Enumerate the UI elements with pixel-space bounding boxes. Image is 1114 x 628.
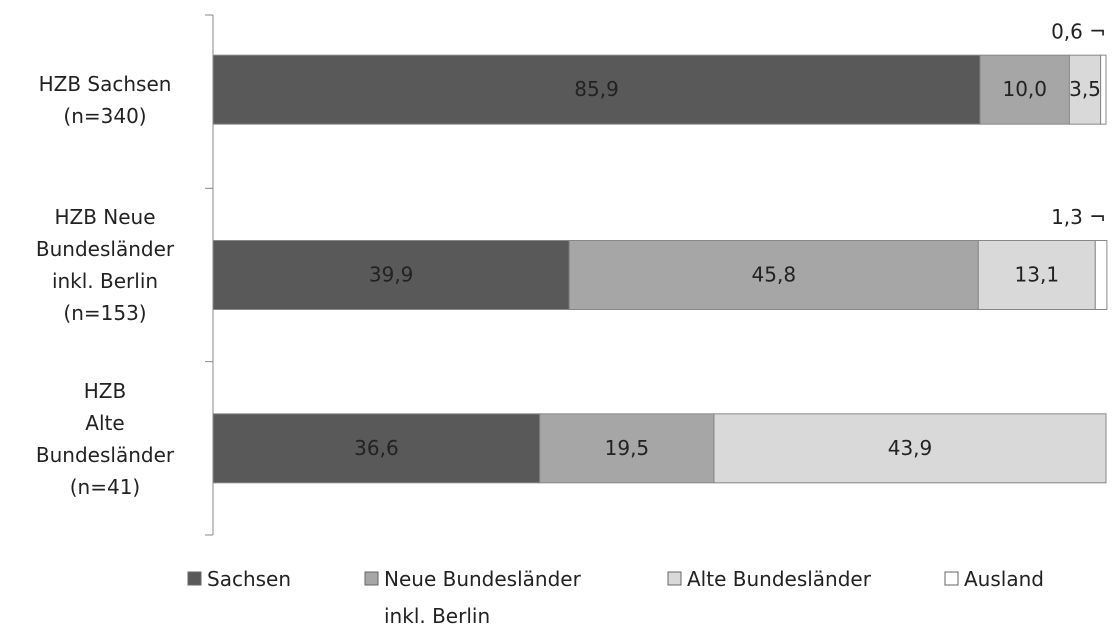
value-label: 39,9 <box>369 263 414 287</box>
value-label: 19,5 <box>605 436 650 460</box>
value-label: 0,6 ¬ <box>1051 20 1106 44</box>
legend-swatch <box>187 571 202 586</box>
bar-segment <box>212 240 570 310</box>
bar-segment <box>713 413 1107 484</box>
category-label: HZB Neue Bundesländer inkl. Berlin (n=153) <box>36 205 175 325</box>
value-label: 85,9 <box>574 77 619 101</box>
bar-segment <box>977 240 1096 310</box>
bar-segment <box>568 240 979 310</box>
value-label: 43,9 <box>888 436 933 460</box>
bar-segment <box>212 413 541 484</box>
category-label: HZB Sachsen (n=340) <box>39 72 172 128</box>
legend-swatch <box>364 571 379 586</box>
value-label: 10,0 <box>1002 77 1047 101</box>
legend-label: Neue Bundesländer inkl. Berlin <box>384 567 582 628</box>
legend-label: Ausland <box>964 567 1044 591</box>
legend-label: Sachsen <box>207 567 291 591</box>
value-label: 1,3 ¬ <box>1051 205 1106 229</box>
category-label: HZB Alte Bundesländer (n=41) <box>36 379 175 499</box>
value-label: 45,8 <box>752 263 797 287</box>
bar-segment <box>979 54 1070 125</box>
bar-segment <box>212 54 981 125</box>
legend-swatch <box>667 571 682 586</box>
legend-swatch <box>944 571 959 586</box>
bar-segment <box>1100 54 1107 125</box>
legend-label: Alte Bundesländer <box>687 567 872 591</box>
bar-segment <box>1094 240 1108 310</box>
value-label: 36,6 <box>354 436 399 460</box>
value-label: 13,1 <box>1015 263 1060 287</box>
bar-segment <box>1068 54 1102 125</box>
value-label: 3,5 <box>1069 77 1101 101</box>
